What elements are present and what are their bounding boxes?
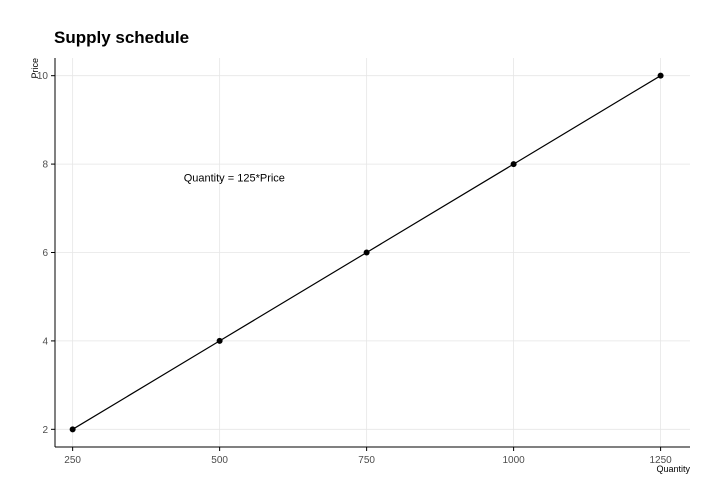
data-points [69,72,664,433]
x-tick-label: 250 [64,455,81,466]
y-ticks: 2 4 6 8 10 [37,71,55,436]
y-tick-label: 10 [37,71,49,82]
data-point [69,426,76,433]
x-axis-label: Quantity [656,464,690,474]
y-tick-label: 4 [42,336,48,347]
x-tick-label: 1250 [649,455,672,466]
chart-title: Supply schedule [54,28,189,47]
y-tick-label: 2 [42,425,48,436]
y-tick-label: 6 [42,248,48,259]
data-point [510,161,517,168]
x-tick-label: 1000 [502,455,525,466]
data-point [657,72,664,79]
annotation: Quantity = 125*Price [184,172,285,184]
data-point [216,337,223,344]
y-axis-label: Price [30,58,40,79]
x-tick-label: 500 [211,455,228,466]
grid [55,58,690,447]
x-tick-label: 750 [358,455,375,466]
x-ticks: 250 500 750 1000 1250 [64,447,672,466]
y-tick-label: 8 [42,160,48,171]
data-point [363,249,370,256]
